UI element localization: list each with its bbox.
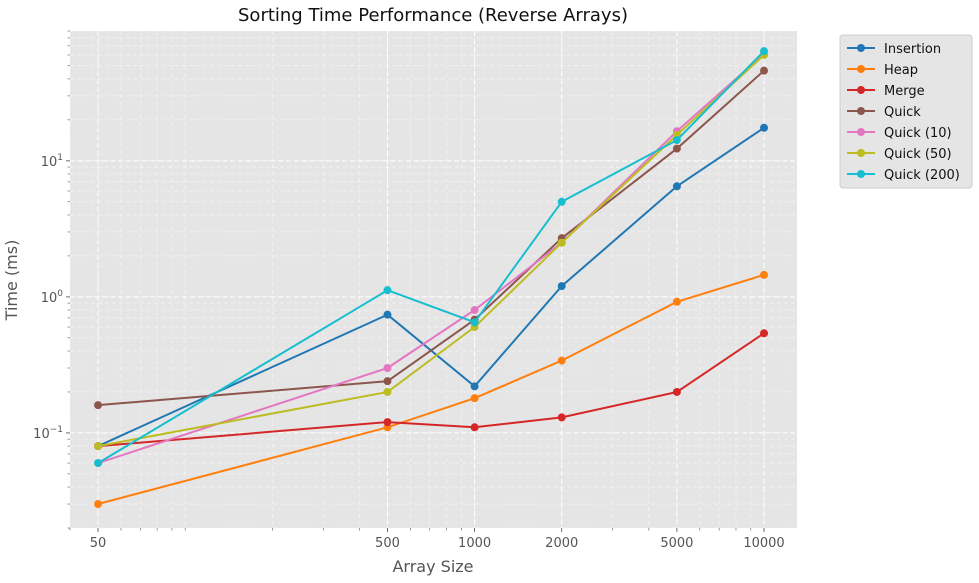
data-point [557,413,566,422]
series-line [97,332,765,448]
data-point [470,306,479,315]
data-point [760,270,769,279]
data-point [760,66,769,75]
series-line [97,54,765,448]
data-point [383,418,392,427]
x-tick-label: 2000 [545,536,578,551]
legend-marker [857,44,865,52]
legend-label: Quick (50) [884,147,952,162]
data-point [383,387,392,396]
legend-marker [857,65,865,73]
x-tick-label: 50 [90,536,107,551]
data-point [94,401,103,410]
legend-label: Quick [884,105,921,120]
x-tick-label: 10000 [743,536,784,551]
y-tick-label: 100 [41,289,64,306]
legend-label: Quick (200) [884,168,960,183]
data-point [383,286,392,295]
x-axis-ticks: 50 500 1000 2000 5000 10000 [69,528,785,551]
major-grid [70,31,797,528]
legend-label: Quick (10) [884,126,952,141]
legend-marker [857,170,865,178]
y-axis-ticks: 10−1 100 101 [33,30,70,529]
data-point [383,310,392,319]
legend-marker [857,107,865,115]
data-point [94,442,103,451]
series-line [97,69,765,407]
legend-label: Insertion [884,42,941,57]
data-point [557,282,566,291]
data-point [470,318,479,327]
legend: Insertion Heap Merge Quick Quick (10) Quick (… [839,34,973,189]
data-point [557,356,566,365]
data-point [557,197,566,206]
chart-title: Sorting Time Performance (Reverse Arrays… [238,5,628,26]
x-axis-label: Array Size [392,557,473,576]
data-point [672,182,681,191]
data-point [557,238,566,247]
plot-area [70,31,797,528]
data-point [672,144,681,153]
data-point [94,459,103,468]
data-point [383,363,392,372]
data-point [383,377,392,386]
legend-label: Heap [884,63,918,78]
series-layer [94,47,769,509]
legend-marker [857,128,865,136]
legend-label: Merge [884,84,925,99]
x-tick-label: 1000 [458,536,491,551]
data-point [672,297,681,306]
y-tick-label: 10−1 [33,425,63,442]
x-tick-label: 5000 [660,536,693,551]
x-tick-label: 500 [375,536,400,551]
legend-marker [857,149,865,157]
minor-grid [69,30,797,529]
data-point [470,423,479,432]
data-point [470,394,479,403]
legend-marker [857,86,865,94]
data-point [760,329,769,338]
data-point [672,387,681,396]
data-point [94,500,103,509]
data-point [672,136,681,145]
data-point [470,382,479,391]
legend-box [839,34,973,189]
data-point [760,47,769,56]
data-point [760,123,769,132]
y-tick-label: 101 [41,153,63,170]
series-line [97,126,765,448]
series-line [97,53,765,465]
series-line [97,273,765,505]
y-axis-label: Time (ms) [2,240,21,322]
series-line [97,50,765,464]
